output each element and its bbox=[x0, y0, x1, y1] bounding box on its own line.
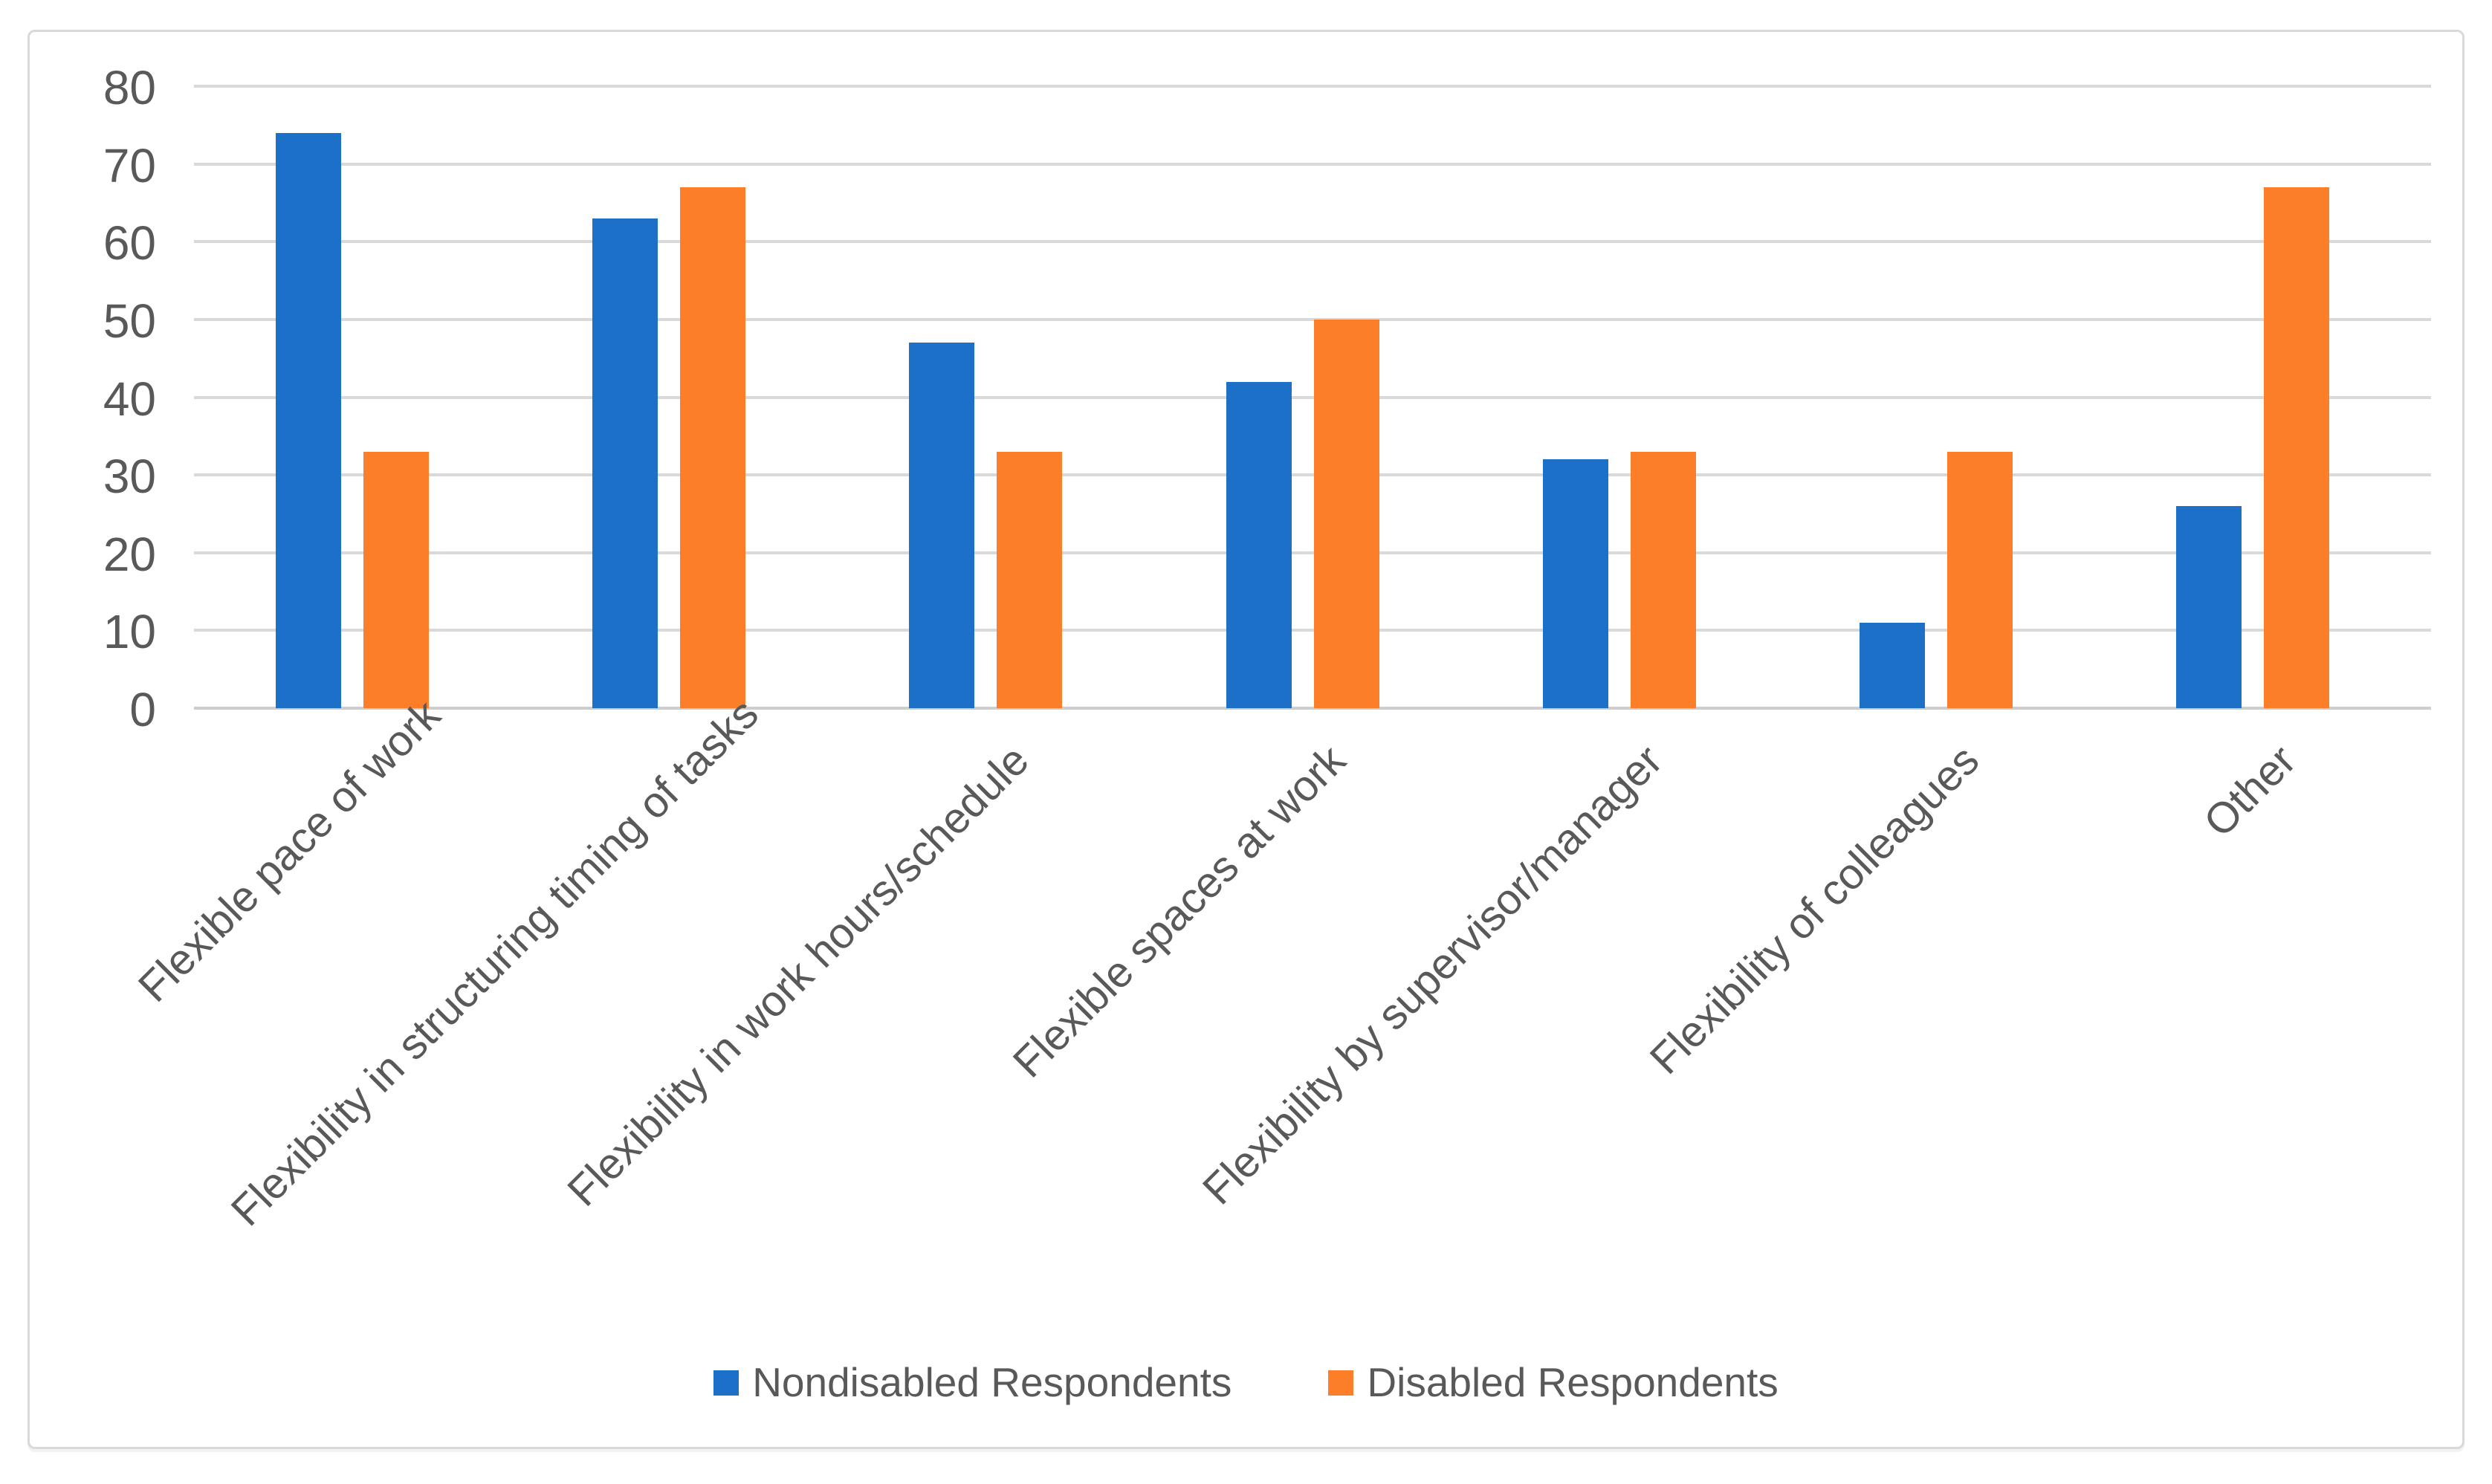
legend-label: Disabled Respondents bbox=[1367, 1359, 1779, 1405]
y-tick-label: 80 bbox=[103, 61, 156, 114]
legend-item: Nondisabled Respondents bbox=[713, 1362, 1232, 1403]
gridline bbox=[194, 317, 2431, 321]
bar-disabled-respondents bbox=[363, 451, 429, 708]
bar-disabled-respondents bbox=[680, 187, 746, 708]
y-tick-label: 40 bbox=[103, 372, 156, 426]
x-axis-line bbox=[194, 707, 2431, 710]
y-tick-label: 60 bbox=[103, 216, 156, 270]
bar-disabled-respondents bbox=[997, 451, 1063, 708]
bar-nondisabled-respondents bbox=[1860, 622, 1925, 708]
bar-disabled-respondents bbox=[1947, 451, 2013, 708]
gridline bbox=[194, 240, 2431, 244]
gridline bbox=[194, 473, 2431, 477]
bar-nondisabled-respondents bbox=[276, 132, 341, 708]
bar-disabled-respondents bbox=[2264, 187, 2330, 708]
chart-frame: 0 10 20 30 40 50 60 70 80 Flexible pace of work F… bbox=[27, 30, 2465, 1449]
gridline bbox=[194, 551, 2431, 554]
legend-label: Nondisabled Respondents bbox=[752, 1359, 1232, 1405]
bar-disabled-respondents bbox=[1313, 319, 1379, 708]
plot-area bbox=[30, 32, 2462, 1447]
y-tick-label: 20 bbox=[103, 527, 156, 581]
y-tick-label: 10 bbox=[103, 605, 156, 659]
gridline bbox=[194, 162, 2431, 166]
y-tick-label: 30 bbox=[103, 450, 156, 504]
gridline bbox=[194, 395, 2431, 399]
legend-swatch bbox=[1328, 1370, 1354, 1396]
legend-swatch bbox=[713, 1370, 739, 1396]
bar-nondisabled-respondents bbox=[2176, 505, 2242, 708]
y-tick-label: 50 bbox=[103, 294, 156, 348]
bar-nondisabled-respondents bbox=[1542, 459, 1608, 708]
bar-disabled-respondents bbox=[1630, 451, 1696, 708]
bar-nondisabled-respondents bbox=[592, 218, 658, 708]
y-tick-label: 0 bbox=[129, 683, 156, 736]
gridline bbox=[194, 85, 2431, 88]
bar-nondisabled-respondents bbox=[1226, 381, 1292, 708]
gridline bbox=[194, 629, 2431, 632]
y-tick-label: 70 bbox=[103, 138, 156, 192]
bar-nondisabled-respondents bbox=[909, 343, 975, 708]
legend-item: Disabled Respondents bbox=[1328, 1359, 1779, 1405]
legend: Nondisabled Respondents Disabled Responde… bbox=[30, 1362, 2462, 1403]
